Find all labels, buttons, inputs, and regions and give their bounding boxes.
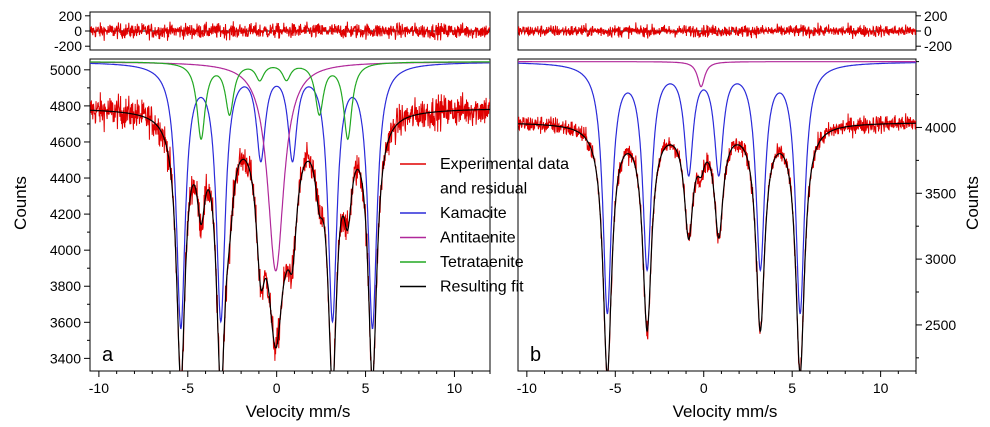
main-plot-area — [90, 61, 490, 371]
y-axis-label: Counts — [11, 176, 30, 230]
y-tick-label: 4800 — [50, 98, 81, 114]
y-tick-label: 5000 — [50, 62, 81, 78]
component-curve-kamacite — [518, 62, 916, 315]
experimental-data-line — [90, 92, 490, 371]
y-tick-label: 2500 — [925, 317, 956, 333]
y-tick-label: 4000 — [925, 119, 956, 135]
x-axis-label: Velocity mm/s — [246, 402, 351, 421]
legend-label: Kamacite — [440, 205, 507, 222]
x-tick-label: 0 — [273, 380, 281, 396]
y-tick-label: 4600 — [50, 134, 81, 150]
main-plot-area — [518, 61, 916, 371]
x-tick-label: 5 — [788, 380, 796, 396]
resulting-fit-line — [90, 108, 490, 371]
panel-b: -10 -5 0 5 10 Velocity mm/s 2500 3000 3500 4000 20… — [517, 8, 982, 421]
residual-line — [518, 22, 916, 40]
component-curve-tetrataenite — [90, 61, 490, 141]
panel-label: a — [102, 344, 114, 366]
residual-line — [90, 21, 490, 41]
y-tick-label: 4000 — [50, 242, 81, 258]
residual-y-tick-label: 200 — [924, 8, 948, 24]
y-tick-label: 4400 — [50, 170, 81, 186]
y-tick-label: 3000 — [925, 251, 956, 267]
y-tick-label: 4200 — [50, 206, 81, 222]
resulting-fit-line — [518, 122, 916, 371]
legend-label: Experimental data — [440, 156, 569, 173]
experimental-data-line — [518, 113, 916, 371]
legend-label: and residual — [440, 181, 527, 198]
component-curve-antitaenite — [90, 61, 490, 272]
main-plot-frame — [517, 58, 917, 372]
residual-plot-area — [518, 22, 916, 40]
x-tick-label: 5 — [362, 380, 370, 396]
y-tick-label: 3600 — [50, 314, 81, 330]
y-axis-label: Counts — [963, 176, 982, 230]
y-tick-label: 3800 — [50, 278, 81, 294]
x-tick-label: 10 — [873, 380, 889, 396]
x-tick-label: 10 — [447, 380, 463, 396]
residual-y-tick-label: -200 — [54, 38, 82, 54]
legend: Experimental data and residual Kamacite Ant… — [400, 156, 569, 296]
x-tick-label: 0 — [700, 380, 708, 396]
component-curve-kamacite — [90, 62, 490, 330]
residual-y-tick-label: 0 — [924, 23, 932, 39]
x-tick-label: -5 — [609, 380, 622, 396]
x-axis-label: Velocity mm/s — [673, 402, 778, 421]
y-tick-label: 3400 — [50, 350, 81, 366]
x-tick-label: -5 — [182, 380, 195, 396]
legend-label: Resulting fit — [440, 279, 524, 296]
residual-y-tick-label: -200 — [924, 38, 952, 54]
legend-label: Tetrataenite — [440, 254, 524, 271]
x-tick-label: -10 — [517, 380, 537, 396]
x-tick-label: -10 — [89, 380, 109, 396]
legend-label: Antitaenite — [440, 230, 516, 247]
residual-plot-area — [90, 21, 490, 41]
panel-a: -10 -5 0 5 10 Velocity mm/s 3400 3600 3800 4000 42… — [11, 8, 491, 421]
y-tick-label: 3500 — [925, 185, 956, 201]
residual-y-tick-label: 0 — [74, 23, 82, 39]
panel-label: b — [530, 344, 541, 366]
residual-y-tick-label: 200 — [59, 8, 83, 24]
component-curve-antitaenite — [518, 61, 916, 88]
main-plot-frame — [89, 58, 491, 372]
